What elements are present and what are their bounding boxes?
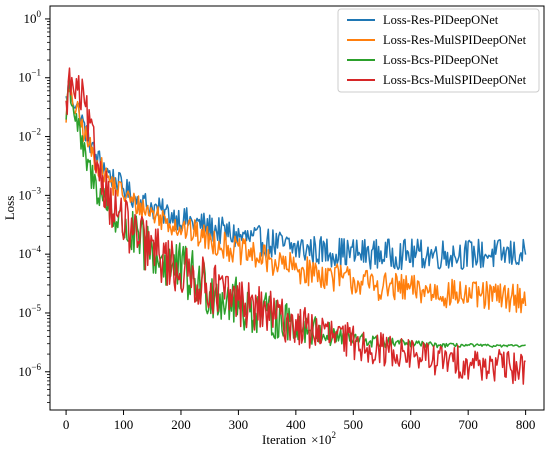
y-tick-exponent: −2 xyxy=(31,127,41,137)
legend: Loss-Res-PIDeepONet Loss-Res-MulSPIDeepO… xyxy=(337,8,540,93)
y-tick-label: 10−1 xyxy=(18,68,41,85)
y-tick-exponent: −4 xyxy=(31,244,41,254)
x-tick-label: 300 xyxy=(229,417,249,432)
y-tick-exponent: −5 xyxy=(31,303,41,313)
y-tick-label: 10−3 xyxy=(18,185,41,202)
series-line-loss-bcs-mulspideeponet xyxy=(65,67,526,385)
y-tick-base: 10 xyxy=(18,364,31,379)
y-tick-base: 10 xyxy=(18,129,31,144)
series-line-loss-res-mulspideeponet xyxy=(65,85,527,314)
plot-frame xyxy=(49,5,545,411)
y-tick-label: 10−2 xyxy=(18,127,41,144)
series-layer xyxy=(65,67,527,385)
y-tick-label: 100 xyxy=(24,9,42,26)
x-tick-label: 100 xyxy=(114,417,134,432)
y-tick-exponent: −6 xyxy=(31,362,41,372)
x-tick-label: 500 xyxy=(344,417,364,432)
y-tick-label: 10−6 xyxy=(18,362,41,379)
legend-label-bcs-mulspideeponet: Loss-Bcs-MulSPIDeepONet xyxy=(383,73,527,87)
x-tick-label: 600 xyxy=(401,417,421,432)
x-axis-ticks: 0 100 200 300 400 500 600 700 800 xyxy=(63,410,536,432)
x-tick-label: 0 xyxy=(63,417,70,432)
x-tick-label: 700 xyxy=(458,417,478,432)
y-tick-base: 10 xyxy=(18,187,31,202)
y-tick-exponent: 0 xyxy=(37,9,42,19)
x-tick-label: 800 xyxy=(516,417,536,432)
x-axis-label: Iteration ×102 xyxy=(262,430,336,447)
x-tick-label: 400 xyxy=(286,417,306,432)
y-tick-exponent: −3 xyxy=(31,185,41,195)
y-tick-base: 10 xyxy=(18,70,31,85)
legend-label-res-pideeponet: Loss-Res-PIDeepONet xyxy=(383,13,499,27)
x-axis-label-text: Iteration xyxy=(262,432,307,447)
x-tick-label: 200 xyxy=(171,417,191,432)
y-axis-label: Loss xyxy=(2,196,17,221)
y-tick-label: 10−5 xyxy=(18,303,41,320)
y-tick-exponent: −1 xyxy=(31,68,41,78)
x-axis-label-multiplier: ×10 xyxy=(311,432,331,447)
y-tick-label: 10−4 xyxy=(18,244,41,261)
y-tick-base: 10 xyxy=(18,305,31,320)
legend-label-bcs-pideeponet: Loss-Bcs-PIDeepONet xyxy=(383,53,499,67)
y-tick-base: 10 xyxy=(24,11,37,26)
y-tick-base: 10 xyxy=(18,246,31,261)
legend-label-res-mulspideeponet: Loss-Res-MulSPIDeepONet xyxy=(383,33,527,47)
x-axis-label-exponent: 2 xyxy=(331,430,336,440)
legend-box xyxy=(337,8,540,93)
